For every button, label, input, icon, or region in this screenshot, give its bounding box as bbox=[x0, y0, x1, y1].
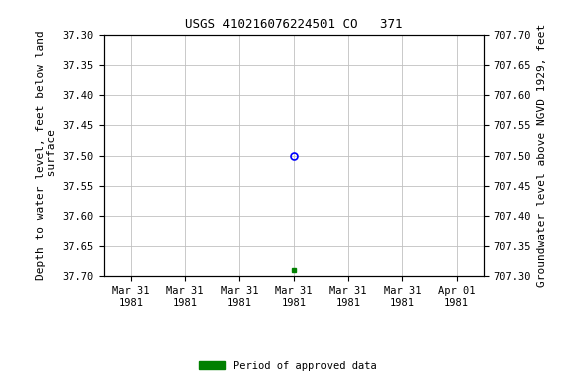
Title: USGS 410216076224501 CO   371: USGS 410216076224501 CO 371 bbox=[185, 18, 403, 31]
Y-axis label: Groundwater level above NGVD 1929, feet: Groundwater level above NGVD 1929, feet bbox=[537, 24, 547, 287]
Legend: Period of approved data: Period of approved data bbox=[195, 357, 381, 375]
Y-axis label: Depth to water level, feet below land
 surface: Depth to water level, feet below land su… bbox=[36, 31, 57, 280]
